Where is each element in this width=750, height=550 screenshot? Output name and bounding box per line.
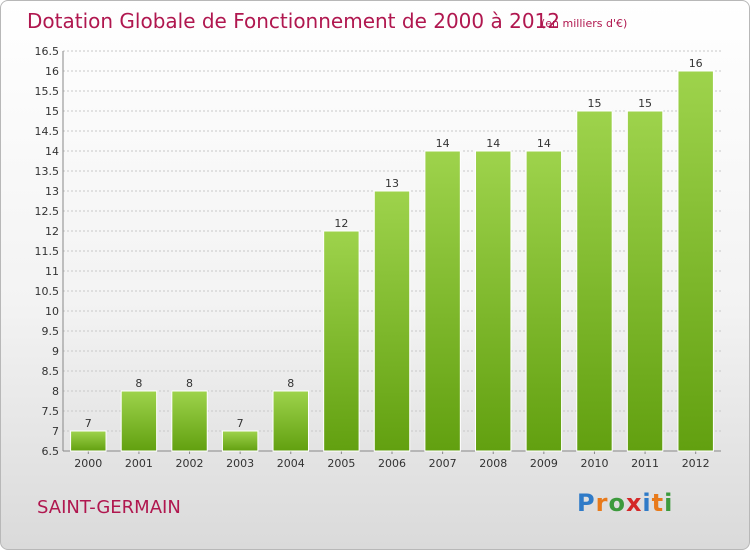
logo-letter: i: [642, 489, 652, 517]
y-tick-label: 10.5: [35, 285, 60, 298]
bar: [424, 150, 461, 452]
bar: [323, 230, 360, 452]
logo-letter: i: [664, 489, 674, 517]
y-tick-label: 7.5: [42, 405, 60, 418]
bar: [373, 190, 411, 452]
data-label: 14: [436, 137, 450, 150]
chart-title: Dotation Globale de Fonctionnement de 20…: [27, 9, 560, 33]
bar: [221, 430, 259, 452]
bar: [272, 390, 309, 452]
proxiti-logo: Proxiti: [577, 489, 673, 517]
commune-name: SAINT-GERMAIN: [37, 497, 181, 518]
x-tick-label: 2012: [682, 457, 710, 470]
data-label: 16: [689, 57, 703, 70]
y-tick-label: 9: [52, 345, 59, 358]
x-tick-label: 2008: [479, 457, 507, 470]
y-tick-label: 11.5: [35, 245, 60, 258]
y-tick-label: 6.5: [42, 445, 60, 458]
data-label: 12: [334, 217, 348, 230]
x-tick-label: 2000: [74, 457, 102, 470]
y-tick-label: 8.5: [42, 365, 60, 378]
data-label: 14: [537, 137, 551, 150]
data-label: 15: [587, 97, 601, 110]
logo-letter: t: [651, 489, 665, 517]
y-tick-label: 12: [45, 225, 59, 238]
y-tick-label: 16: [45, 65, 59, 78]
bar: [677, 70, 714, 452]
logo-letter: P: [577, 489, 596, 517]
bars: [70, 70, 714, 452]
labels: 6.5 7 7.5 8 8.5 9 9.5 10 10.5 11 11.5 12 12.5 13 13.5 1…: [35, 45, 710, 470]
x-tick-label: 2002: [176, 457, 204, 470]
y-tick-label: 7: [52, 425, 59, 438]
y-tick-label: 16.5: [35, 45, 60, 58]
y-tick-label: 14.5: [35, 125, 60, 138]
bar: [70, 430, 107, 452]
bar: [626, 110, 664, 452]
bar: [120, 390, 158, 452]
x-tick-label: 2003: [226, 457, 254, 470]
data-label: 13: [385, 177, 399, 190]
bar: [171, 390, 208, 452]
bar: [475, 150, 512, 452]
x-tick-label: 2011: [631, 457, 659, 470]
x-tick-label: 2007: [429, 457, 457, 470]
y-tick-label: 14: [45, 145, 59, 158]
data-label: 8: [135, 377, 142, 390]
bar: [525, 150, 563, 452]
data-label: 15: [638, 97, 652, 110]
y-tick-label: 13: [45, 185, 59, 198]
bar: [576, 110, 613, 452]
x-tick-label: 2009: [530, 457, 558, 470]
y-tick-label: 10: [45, 305, 59, 318]
x-tick-label: 2005: [327, 457, 355, 470]
y-tick-label: 15.5: [35, 85, 60, 98]
x-tick-label: 2004: [277, 457, 305, 470]
y-tick-label: 15: [45, 105, 59, 118]
data-label: 8: [186, 377, 193, 390]
data-label: 8: [287, 377, 294, 390]
logo-letter: x: [625, 489, 643, 517]
y-tick-label: 11: [45, 265, 59, 278]
y-tick-label: 12.5: [35, 205, 60, 218]
logo-letter: r: [595, 489, 609, 517]
logo-letter: o: [608, 489, 626, 517]
data-label: 7: [85, 417, 92, 430]
x-tick-label: 2010: [580, 457, 608, 470]
data-label: 14: [486, 137, 500, 150]
chart-unit: (en milliers d'€): [541, 17, 628, 30]
y-tick-label: 9.5: [42, 325, 60, 338]
y-tick-label: 13.5: [35, 165, 60, 178]
x-tick-label: 2001: [125, 457, 153, 470]
y-tick-label: 8: [52, 385, 59, 398]
data-label: 7: [237, 417, 244, 430]
x-tick-label: 2006: [378, 457, 406, 470]
